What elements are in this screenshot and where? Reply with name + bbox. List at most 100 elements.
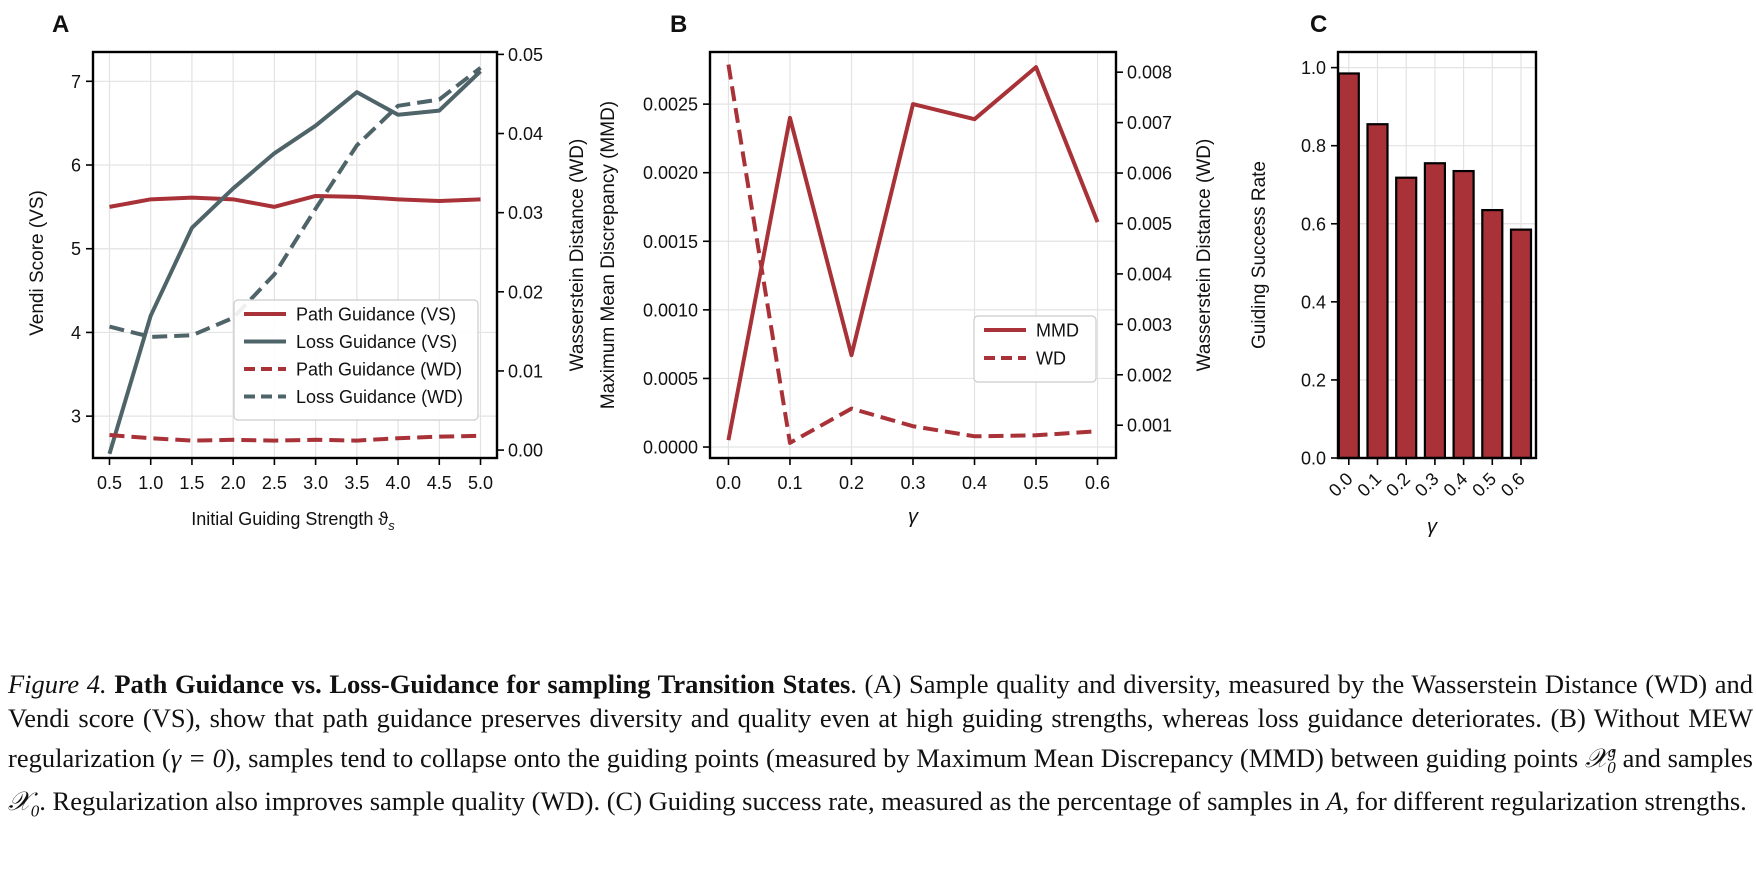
legend-label: Loss Guidance (WD) (296, 387, 463, 407)
x-tick-label: 1.0 (138, 473, 163, 493)
x-tick-label: 0.3 (900, 473, 925, 493)
caption-text-3: and samples (1615, 742, 1753, 773)
caption-text-1: . (A) Sample quality and diversity, meas… (8, 669, 1753, 773)
bar (1395, 176, 1418, 460)
caption-title: Path Guidance vs. Loss-Guidance for samp… (114, 669, 851, 699)
series-line-mmd (726, 65, 1100, 441)
x-axis-label: γ (908, 506, 919, 528)
y-axis-label-left: Guiding Success Rate (1249, 161, 1270, 349)
caption-text-5: , for different regularization strengths… (1342, 785, 1747, 816)
y-left-tick-label: 0.4 (1301, 292, 1326, 312)
y-right-tick-label: 0.002 (1127, 365, 1172, 385)
y-left-tick-label: 7 (71, 72, 81, 92)
series-line-loss-guidance-vs- (107, 69, 482, 455)
x-tick-label: 3.0 (303, 473, 328, 493)
y-right-tick-label: 0.00 (508, 441, 543, 461)
series-line-wd (726, 64, 1098, 445)
y-right-tick-label: 0.006 (1127, 164, 1172, 184)
panel-letter: A (52, 11, 69, 38)
panel-b-mmd-wd-chart: 0.00000.00050.00100.00150.00200.00250.00… (598, 11, 1215, 528)
caption-math-a: A (1326, 785, 1343, 816)
x-tick-label: 0.3 (1411, 469, 1443, 501)
y-right-tick-label: 0.003 (1127, 315, 1172, 335)
y-left-tick-label: 0.0015 (643, 232, 698, 252)
legend-label: WD (1036, 349, 1066, 369)
y-right-tick-label: 0.004 (1127, 264, 1172, 284)
panel-letter: C (1310, 11, 1327, 38)
legend-label: MMD (1036, 321, 1079, 341)
x-tick-label: 2.5 (262, 473, 287, 493)
x-tick-label: 0.0 (1325, 469, 1357, 501)
x-tick-label: 0.4 (1440, 469, 1472, 501)
y-left-tick-label: 0.0000 (643, 438, 698, 458)
axes-frame (1336, 50, 1538, 460)
panel-letter: B (670, 11, 687, 38)
series-line-path-guidance-wd- (109, 433, 481, 443)
legend-frame (233, 299, 479, 421)
y-right-tick-label: 0.05 (508, 45, 543, 65)
series-line-path-guidance-vs- (109, 193, 481, 209)
y-axis-label-left: Maximum Mean Discrepancy (MMD) (598, 101, 619, 409)
y-left-tick-label: 4 (71, 323, 81, 343)
x-tick-label: 0.5 (1468, 469, 1500, 501)
bar (1452, 169, 1475, 460)
x-tick-label: 0.5 (97, 473, 122, 493)
bar (1366, 123, 1389, 460)
axes-frame (91, 50, 499, 460)
x-tick-label: 0.6 (1085, 473, 1110, 493)
y-left-tick-label: 0.0025 (643, 95, 698, 115)
x-tick-label: 4.0 (386, 473, 411, 493)
caption-math-x0: 𝒳0 (8, 785, 40, 820)
y-right-tick-label: 0.007 (1127, 113, 1172, 133)
x-axis-label: γ (1427, 516, 1438, 538)
panel-c-success-rate-chart: 0.00.20.40.60.81.00.00.10.20.30.40.50.6C… (1249, 11, 1538, 538)
bar (1509, 228, 1533, 460)
y-right-tick-label: 0.005 (1127, 214, 1172, 234)
caption-text-4: . Regularization also improves sample qu… (39, 785, 1327, 816)
y-right-tick-label: 0.04 (508, 124, 543, 144)
y-left-tick-label: 0.0020 (643, 163, 698, 183)
legend-label: Loss Guidance (VS) (296, 332, 457, 352)
legend-label: Path Guidance (WD) (296, 360, 462, 380)
x-tick-label: 0.0 (716, 473, 741, 493)
y-right-tick-label: 0.01 (508, 361, 543, 381)
y-left-tick-label: 3 (71, 407, 81, 427)
x-tick-label: 0.1 (777, 473, 802, 493)
y-axis-label-right: Wasserstein Distance (WD) (567, 139, 588, 372)
y-right-tick-label: 0.03 (508, 203, 543, 223)
figure-4: 3 4 5 6 7 0.00 0.01 0.02 0.03 0.04 0.05 0.5 1.0 1.5 2.… (27, 11, 1538, 538)
x-tick-label: 0.6 (1497, 469, 1529, 501)
y-left-tick-label: 0.2 (1301, 370, 1326, 390)
y-left-tick-label: 0.0 (1301, 449, 1326, 469)
x-tick-label: 0.1 (1353, 469, 1385, 501)
y-left-tick-label: 6 (71, 156, 81, 176)
x-tick-label: 5.0 (468, 473, 493, 493)
caption-text-2: ), samples tend to collapse onto the gui… (225, 742, 1585, 773)
y-right-tick-label: 0.008 (1127, 63, 1172, 83)
bar (1423, 162, 1447, 460)
figure-caption: Figure 4. Path Guidance vs. Loss-Guidanc… (8, 668, 1753, 827)
caption-label: Figure 4. (8, 669, 107, 699)
x-tick-label: 0.2 (1382, 469, 1414, 501)
x-tick-label: 0.5 (1024, 473, 1049, 493)
caption-math-gamma: γ = 0 (170, 742, 226, 773)
x-axis-label: Initial Guiding Strength ϑs (191, 509, 395, 533)
legend-frame (973, 315, 1097, 383)
y-left-tick-label: 0.0010 (643, 300, 698, 320)
y-axis-label-right: Wasserstein Distance (WD) (1194, 139, 1215, 372)
y-right-tick-label: 0.02 (508, 282, 543, 302)
x-tick-label: 2.0 (221, 473, 246, 493)
y-left-tick-label: 0.8 (1301, 136, 1326, 156)
y-left-tick-label: 0.6 (1301, 214, 1326, 234)
x-tick-label: 0.2 (839, 473, 864, 493)
y-left-tick-label: 0.0005 (643, 369, 698, 389)
y-left-tick-label: 1.0 (1301, 58, 1326, 78)
y-axis-label-left: Vendi Score (VS) (27, 190, 48, 336)
bar (1337, 72, 1360, 460)
y-left-tick-label: 5 (71, 239, 81, 259)
x-tick-label: 0.4 (962, 473, 987, 493)
panel-a-vs-wd-chart: 3 4 5 6 7 0.00 0.01 0.02 0.03 0.04 0.05 0.5 1.0 1.5 2.… (27, 11, 588, 533)
x-tick-label: 3.5 (344, 473, 369, 493)
y-right-tick-label: 0.001 (1127, 416, 1172, 436)
legend-label: Path Guidance (VS) (296, 305, 456, 325)
